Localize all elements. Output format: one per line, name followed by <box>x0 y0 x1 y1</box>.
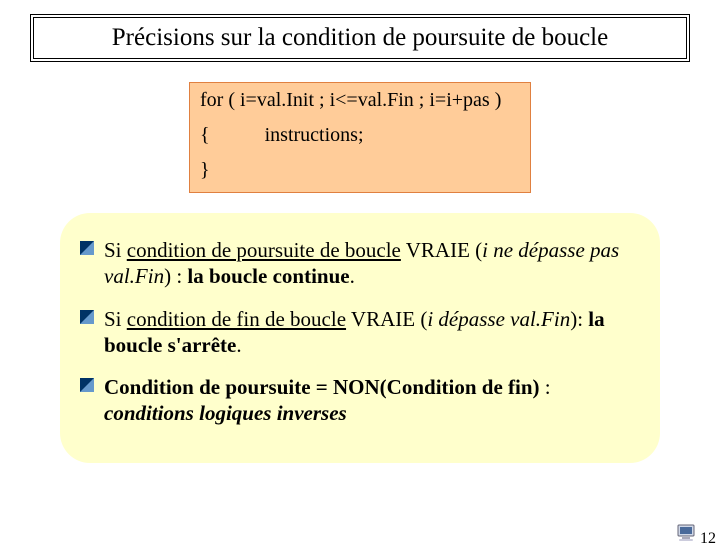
bullet-icon <box>80 378 94 397</box>
t: condition de poursuite de boucle <box>127 238 401 262</box>
t: condition de fin de boucle <box>127 307 346 331</box>
t: VRAIE ( <box>401 238 482 262</box>
bullet-text-2: Si condition de fin de boucle VRAIE (i d… <box>104 306 640 359</box>
bullet-icon <box>80 310 94 329</box>
t: Si <box>104 238 127 262</box>
list-item: Condition de poursuite = NON(Condition d… <box>80 374 640 427</box>
t: VRAIE ( <box>346 307 427 331</box>
t: la boucle continue <box>187 264 349 288</box>
t: ): <box>570 307 588 331</box>
code-box: for ( i=val.Init ; i<=val.Fin ; i=i+pas … <box>189 82 531 193</box>
page-number: 12 <box>700 530 716 548</box>
code-close-brace: } <box>200 159 520 182</box>
t: . <box>350 264 355 288</box>
t: : <box>540 375 551 399</box>
list-item: Si condition de poursuite de boucle VRAI… <box>80 237 640 290</box>
bullet-icon <box>80 241 94 260</box>
t: conditions logiques inverses <box>104 401 347 425</box>
t: Condition de poursuite = NON(Condition d… <box>104 375 540 399</box>
t: . <box>236 333 241 357</box>
notes-panel: Si condition de poursuite de boucle VRAI… <box>60 213 660 463</box>
t: i dépasse val.Fin <box>427 307 570 331</box>
page-title: Précisions sur la condition de poursuite… <box>112 24 608 51</box>
bullet-text-1: Si condition de poursuite de boucle VRAI… <box>104 237 640 290</box>
computer-icon <box>676 523 698 548</box>
list-item: Si condition de fin de boucle VRAIE (i d… <box>80 306 640 359</box>
code-instructions: instructions; <box>265 124 364 147</box>
code-for-line: for ( i=val.Init ; i<=val.Fin ; i=i+pas … <box>200 89 520 112</box>
open-brace-char: { <box>200 124 210 146</box>
t: Si <box>104 307 127 331</box>
bullet-text-3: Condition de poursuite = NON(Condition d… <box>104 374 640 427</box>
code-open-brace: { instructions; <box>200 124 520 147</box>
t: ) : <box>164 264 187 288</box>
title-box: Précisions sur la condition de poursuite… <box>30 14 690 62</box>
